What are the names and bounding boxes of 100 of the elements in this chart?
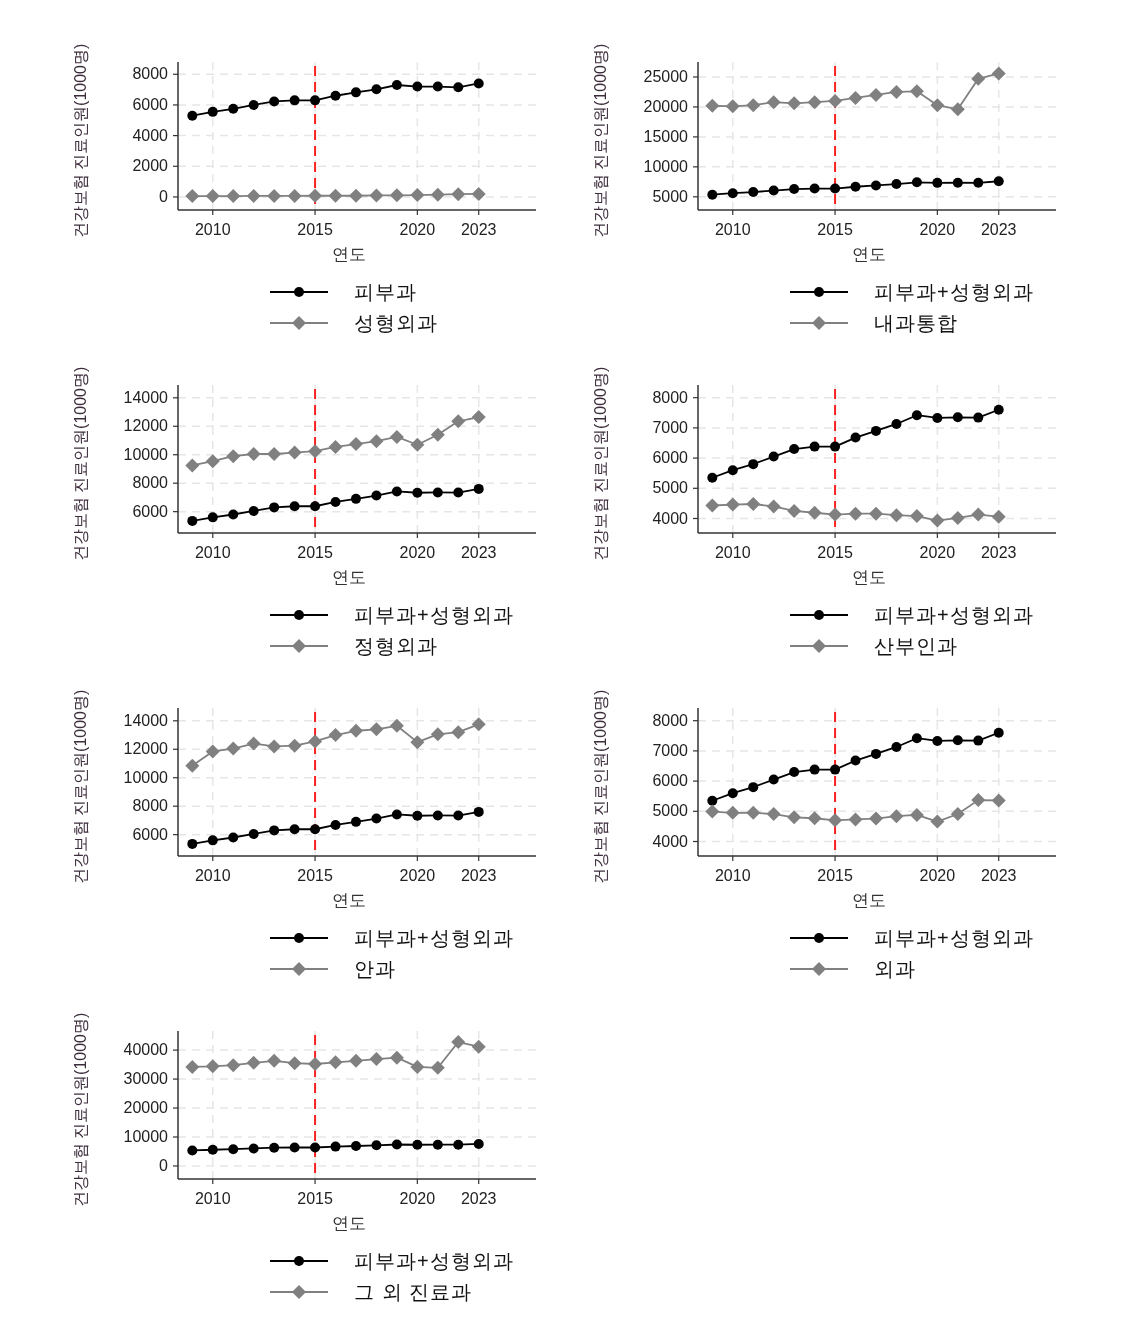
point bbox=[228, 103, 239, 114]
point bbox=[768, 185, 779, 196]
legend-label: 피부과+성형외과 bbox=[874, 927, 1034, 949]
point bbox=[952, 735, 963, 746]
point bbox=[369, 1052, 384, 1067]
point bbox=[432, 81, 443, 92]
point bbox=[768, 774, 779, 785]
point bbox=[830, 183, 841, 194]
point bbox=[971, 71, 986, 86]
point bbox=[348, 1053, 363, 1068]
point bbox=[185, 458, 200, 473]
y-tick-label: 0 bbox=[159, 187, 169, 205]
x-tick-label: 2023 bbox=[980, 544, 1017, 561]
legend-label: 산부인과 bbox=[874, 635, 958, 657]
point bbox=[308, 734, 323, 749]
point bbox=[848, 506, 863, 521]
point bbox=[889, 84, 904, 99]
y-tick-label: 0 bbox=[159, 1156, 169, 1174]
point bbox=[205, 189, 220, 204]
y-tick-label: 8000 bbox=[132, 65, 169, 83]
point bbox=[911, 177, 922, 188]
point bbox=[451, 725, 466, 740]
point bbox=[891, 179, 902, 190]
point bbox=[228, 832, 239, 843]
x-tick-label: 2020 bbox=[399, 1190, 436, 1207]
y-tick-label: 8000 bbox=[132, 797, 169, 815]
point bbox=[248, 828, 259, 839]
y-tick-label: 12000 bbox=[123, 740, 169, 758]
point bbox=[807, 505, 822, 520]
point bbox=[330, 1141, 341, 1152]
point bbox=[870, 748, 881, 759]
legend-label: 피부과 bbox=[354, 281, 417, 303]
x-axis-title: 연도 bbox=[332, 891, 366, 910]
point bbox=[705, 804, 720, 819]
point bbox=[973, 735, 984, 746]
point bbox=[412, 1139, 423, 1150]
point bbox=[308, 1057, 323, 1072]
point bbox=[828, 813, 843, 828]
x-tick-label: 2010 bbox=[714, 221, 751, 238]
point bbox=[391, 80, 402, 91]
x-axis-title: 연도 bbox=[852, 568, 886, 587]
legend-label: 피부과+성형외과 bbox=[354, 1250, 514, 1272]
y-tick-label: 14000 bbox=[123, 711, 169, 729]
point bbox=[430, 427, 445, 442]
x-axis-title: 연도 bbox=[332, 568, 366, 587]
point bbox=[289, 501, 300, 512]
point bbox=[207, 835, 218, 846]
point bbox=[205, 744, 220, 759]
x-tick-label: 2015 bbox=[297, 867, 333, 884]
point bbox=[269, 502, 280, 513]
point bbox=[471, 1039, 486, 1054]
point bbox=[269, 825, 280, 836]
point bbox=[205, 1059, 220, 1074]
point bbox=[952, 177, 963, 188]
point bbox=[950, 807, 965, 822]
point bbox=[748, 459, 759, 470]
x-tick-label: 2020 bbox=[399, 544, 436, 561]
y-axis-title: 건강보험 진료인원(1000명) bbox=[72, 43, 89, 239]
point bbox=[451, 414, 466, 429]
point bbox=[471, 410, 486, 425]
point bbox=[185, 189, 200, 204]
point bbox=[248, 1143, 259, 1154]
y-tick-label: 4000 bbox=[652, 509, 689, 527]
point bbox=[410, 188, 425, 203]
y-tick-label: 5000 bbox=[652, 187, 689, 205]
point bbox=[310, 501, 321, 512]
point bbox=[971, 793, 986, 808]
point bbox=[412, 81, 423, 92]
y-tick-label: 7000 bbox=[652, 741, 689, 759]
point bbox=[787, 810, 802, 825]
point bbox=[187, 838, 198, 849]
point bbox=[430, 187, 445, 202]
point bbox=[246, 447, 261, 462]
point bbox=[705, 498, 720, 513]
point bbox=[371, 813, 382, 824]
point bbox=[289, 824, 300, 835]
y-tick-label: 6000 bbox=[652, 449, 689, 467]
legend-label: 피부과+성형외과 bbox=[354, 604, 514, 626]
y-tick-label: 6000 bbox=[652, 772, 689, 790]
x-tick-label: 2023 bbox=[460, 221, 497, 238]
y-tick-label: 14000 bbox=[123, 388, 169, 406]
point bbox=[389, 1050, 404, 1065]
point bbox=[328, 188, 343, 203]
point bbox=[348, 188, 363, 203]
point bbox=[410, 735, 425, 750]
y-axis-title: 건강보험 진료인원(1000명) bbox=[72, 689, 89, 885]
y-tick-label: 8000 bbox=[652, 711, 689, 729]
point bbox=[850, 755, 861, 766]
point bbox=[391, 1139, 402, 1150]
y-tick-label: 20000 bbox=[643, 97, 689, 115]
point bbox=[807, 95, 822, 110]
point bbox=[228, 1144, 239, 1155]
point bbox=[725, 99, 740, 114]
point bbox=[807, 811, 822, 826]
x-tick-label: 2023 bbox=[460, 1190, 497, 1207]
point bbox=[348, 723, 363, 738]
point bbox=[766, 499, 781, 514]
point bbox=[369, 188, 384, 203]
x-tick-label: 2023 bbox=[980, 221, 1017, 238]
point bbox=[451, 1035, 466, 1050]
